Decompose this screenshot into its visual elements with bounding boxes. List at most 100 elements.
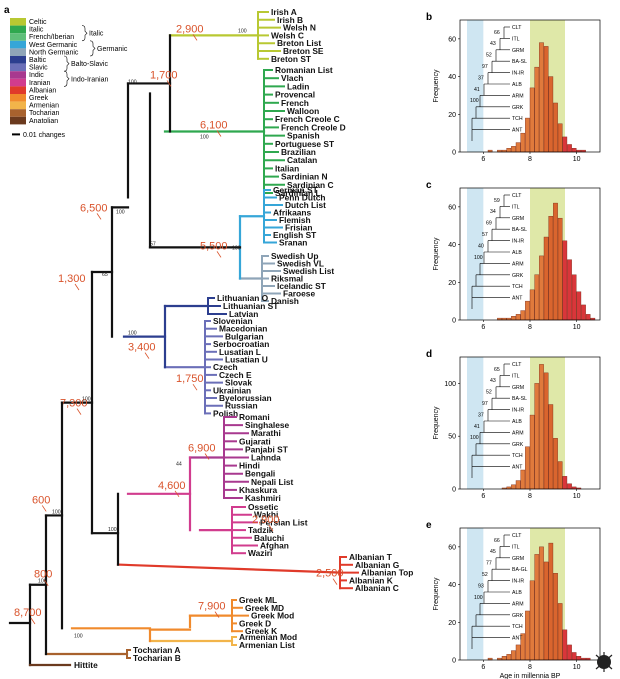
bootstrap-value: 100 (238, 28, 247, 34)
language-label: Waziri (248, 548, 272, 558)
histogram-bar (515, 142, 521, 153)
histogram-bar (571, 652, 577, 661)
histogram-bar (539, 546, 544, 661)
histogram-bar (529, 289, 535, 321)
histogram-bar (553, 573, 558, 661)
panel-label: e (426, 520, 432, 531)
x-tick-label: 8 (528, 493, 532, 500)
language-label: Slovak (225, 378, 252, 388)
language-label: Serbocroatian (213, 339, 269, 349)
language-label: French Creole C (275, 114, 340, 124)
date-estimate: 8,700 (14, 607, 42, 619)
legend-brace (63, 55, 70, 72)
date-estimate: 4,600 (158, 480, 186, 492)
legend-swatch (10, 63, 26, 72)
legend-brace (89, 40, 96, 57)
mini-tree-bootstrap: 57 (482, 232, 488, 238)
mini-tree-label: CLT (512, 362, 522, 368)
y-tick-label: 40 (448, 242, 456, 249)
mini-tree-bootstrap: 41 (474, 424, 480, 430)
mini-tree-inset: CLT ITL GRM BA-GL IN-IR ALB ARM GRK TCH ANT 66 45 77… (471, 533, 528, 649)
language-label: Bulgarian (225, 331, 264, 341)
y-tick-label: 20 (448, 620, 456, 627)
mini-tree-label: ANT (512, 296, 523, 302)
mini-tree-label: ARM (512, 261, 524, 267)
mini-tree-label: TCH (512, 284, 523, 290)
x-tick-label: 8 (528, 664, 532, 671)
language-label: French Creole D (281, 122, 346, 132)
language-label: Sardinian N (281, 172, 328, 182)
bootstrap-value: 57 (150, 241, 156, 247)
language-label: Romanian List (275, 65, 333, 75)
date-tick (216, 251, 222, 258)
bootstrap-value: 100 (232, 245, 241, 251)
y-tick-label: 0 (452, 150, 456, 157)
date-estimate: 2,900 (252, 514, 280, 526)
bootstrap-value: 100 (38, 579, 47, 585)
bootstrap-value: 100 (200, 135, 209, 141)
date-estimate: 1,700 (150, 69, 178, 81)
y-tick-label: 100 (444, 381, 456, 388)
legend-group-germanic: Germanic (97, 46, 128, 53)
date-tick (96, 213, 102, 220)
language-label: Breton SE (283, 46, 324, 56)
mini-tree-bootstrap: 40 (478, 243, 484, 249)
date-tick (144, 352, 150, 359)
mini-tree-bootstrap: 59 (494, 198, 500, 204)
language-label: Breton List (277, 38, 321, 48)
mini-tree-label: ANT (512, 465, 523, 471)
language-label: Hittite (74, 660, 98, 670)
language-label: Greek K (245, 626, 277, 636)
shaded-region-kurgan (467, 528, 484, 660)
language-label: Spanish (287, 131, 320, 141)
legend-swatch (10, 101, 26, 110)
histogram-bar (539, 364, 544, 490)
language-label: Sardinian C (287, 180, 334, 190)
date-estimate: 1,750 (176, 373, 204, 385)
mini-tree-label: BA-GL (512, 567, 528, 573)
histogram-bar (585, 314, 591, 321)
language-label: English ST (273, 230, 317, 240)
date-estimate: 600 (32, 494, 50, 506)
panel-label: d (426, 349, 432, 360)
x-tick-label: 6 (481, 324, 485, 331)
language-label: Penn Dutch (279, 193, 326, 203)
histogram-bar (548, 216, 554, 321)
y-tick-label: 40 (448, 582, 456, 589)
bootstrap-value: 100 (52, 509, 61, 515)
date-tick (43, 579, 49, 586)
mini-tree-bootstrap: 93 (478, 583, 484, 589)
language-label: Irish A (271, 7, 297, 17)
mini-tree-bootstrap: 52 (486, 53, 492, 59)
date-tick (268, 524, 274, 532)
mini-tree-label: GRK (512, 613, 524, 619)
language-label: Ossetic (248, 502, 279, 512)
mini-tree-label: ITL (512, 544, 520, 550)
mini-tree-bootstrap: 97 (482, 401, 488, 407)
date-tick (174, 490, 180, 498)
legend-swatch (10, 86, 26, 94)
mini-tree-bootstrap: 69 (486, 221, 492, 227)
histogram-panel-c: c 0 20 40 60 6 8 10 Frequency CLT ITL GRM BA-SL IN-IR… (426, 180, 601, 331)
legend-swatch (10, 56, 26, 64)
legend-label: Anatolian (29, 118, 58, 125)
histogram-bar (515, 314, 521, 321)
language-label: Tocharian A (133, 645, 180, 655)
y-axis-label: Frequency (433, 577, 440, 611)
legend-swatch (10, 116, 26, 125)
y-axis-label: Frequency (433, 69, 440, 103)
mini-tree-label: CLT (512, 533, 522, 539)
histogram-bar (562, 629, 568, 661)
date-tick (216, 130, 222, 137)
histogram-bar (529, 87, 535, 153)
language-label: Sardinian L (275, 188, 321, 198)
language-label: Icelandic ST (277, 281, 327, 291)
y-tick-label: 0 (452, 658, 456, 665)
histogram-bar (534, 554, 540, 661)
panel-label-a: a (4, 5, 10, 16)
bootstrap-value: 100 (82, 397, 91, 403)
histogram-bar (567, 144, 572, 153)
date-tick (76, 408, 82, 415)
y-tick-label: 20 (448, 112, 456, 119)
